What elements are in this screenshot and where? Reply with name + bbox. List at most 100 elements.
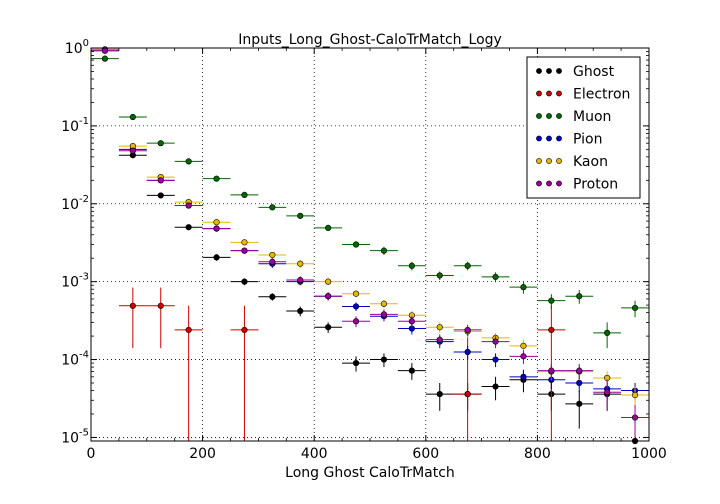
data-point bbox=[297, 260, 304, 267]
y-tick-exponent: -4 bbox=[79, 350, 89, 361]
series-electron bbox=[91, 46, 566, 441]
data-point bbox=[325, 324, 332, 331]
series-layer bbox=[91, 46, 649, 445]
data-point bbox=[297, 212, 304, 219]
legend-item-electron: Electron bbox=[536, 87, 630, 103]
y-tick-base: 10 bbox=[65, 41, 83, 57]
legend-marker bbox=[546, 113, 552, 119]
data-point bbox=[380, 311, 388, 318]
data-point bbox=[325, 278, 332, 285]
data-point bbox=[297, 307, 304, 315]
y-tick-base: 10 bbox=[61, 197, 79, 213]
legend-marker bbox=[536, 113, 542, 119]
data-point bbox=[352, 241, 360, 248]
legend-marker bbox=[536, 90, 542, 97]
y-tick-base: 10 bbox=[61, 275, 79, 291]
data-point bbox=[548, 297, 555, 304]
data-point bbox=[520, 342, 527, 349]
data-point bbox=[157, 140, 164, 147]
legend-marker bbox=[556, 158, 562, 164]
data-point bbox=[352, 360, 360, 367]
data-point bbox=[241, 247, 248, 254]
data-point bbox=[436, 336, 443, 343]
legend-item-kaon: Kaon bbox=[536, 154, 608, 170]
data-point bbox=[269, 204, 276, 211]
legend-marker bbox=[546, 90, 552, 97]
legend-label: Electron bbox=[573, 87, 630, 103]
data-point bbox=[631, 391, 639, 399]
data-point bbox=[325, 224, 332, 232]
data-point bbox=[380, 247, 388, 254]
legend-marker bbox=[546, 135, 552, 142]
data-point bbox=[464, 262, 471, 269]
data-point bbox=[241, 326, 248, 334]
y-tick-base: 10 bbox=[61, 119, 79, 135]
legend-marker bbox=[556, 135, 562, 142]
series-muon bbox=[91, 55, 649, 349]
x-tick-label: 0 bbox=[87, 446, 96, 462]
data-point bbox=[129, 113, 136, 121]
data-point bbox=[352, 303, 360, 310]
legend-marker bbox=[546, 180, 552, 187]
data-point bbox=[492, 383, 499, 390]
data-point bbox=[631, 414, 639, 421]
data-point bbox=[325, 293, 332, 300]
data-point bbox=[520, 373, 527, 380]
legend-marker bbox=[546, 68, 552, 74]
data-point bbox=[548, 367, 555, 374]
data-point bbox=[157, 192, 164, 199]
y-tick-label: 100 bbox=[65, 38, 89, 57]
data-point bbox=[241, 191, 248, 198]
y-tick-label: 10-1 bbox=[61, 116, 89, 135]
legend-marker bbox=[546, 158, 552, 164]
legend-label: Pion bbox=[573, 132, 602, 148]
y-tick-exponent: -2 bbox=[79, 194, 89, 205]
legend-marker bbox=[536, 68, 542, 74]
legend-item-pion: Pion bbox=[536, 132, 602, 148]
data-point bbox=[213, 175, 220, 182]
data-point bbox=[269, 293, 276, 300]
data-point bbox=[185, 224, 192, 231]
data-point bbox=[436, 391, 443, 398]
data-point bbox=[129, 147, 136, 154]
legend-marker bbox=[556, 90, 562, 97]
legend-marker bbox=[536, 180, 542, 187]
x-tick-label: 1000 bbox=[631, 446, 667, 462]
y-tick-base: 10 bbox=[61, 430, 79, 446]
x-tick-label: 200 bbox=[189, 446, 216, 462]
data-point bbox=[604, 389, 611, 396]
x-tick-label: 400 bbox=[301, 446, 328, 462]
data-point bbox=[269, 258, 276, 265]
legend-item-ghost: Ghost bbox=[536, 64, 615, 80]
legend-item-proton: Proton bbox=[536, 177, 618, 193]
data-point bbox=[269, 251, 276, 259]
data-point bbox=[548, 326, 555, 334]
legend-label: Kaon bbox=[573, 154, 608, 170]
data-point bbox=[185, 202, 192, 209]
data-point bbox=[520, 284, 527, 291]
data-point bbox=[436, 272, 443, 279]
data-point bbox=[380, 356, 388, 363]
data-point bbox=[185, 158, 192, 165]
legend-marker bbox=[536, 158, 542, 164]
data-point bbox=[520, 353, 527, 360]
series-proton bbox=[91, 47, 649, 438]
y-tick-label: 10-3 bbox=[61, 272, 89, 291]
data-point bbox=[604, 329, 611, 336]
data-point bbox=[631, 304, 639, 312]
data-point bbox=[185, 326, 192, 334]
data-point bbox=[213, 254, 220, 261]
legend-marker bbox=[556, 180, 562, 187]
data-point bbox=[408, 318, 415, 325]
legend-label: Proton bbox=[573, 177, 618, 193]
ticks bbox=[90, 47, 650, 441]
data-point bbox=[436, 324, 443, 331]
data-point bbox=[101, 47, 109, 54]
data-point bbox=[492, 356, 499, 363]
y-tick-label: 10-5 bbox=[61, 427, 89, 446]
data-point bbox=[101, 55, 109, 62]
y-tick-label: 10-4 bbox=[61, 350, 89, 369]
legend-label: Ghost bbox=[573, 64, 615, 80]
